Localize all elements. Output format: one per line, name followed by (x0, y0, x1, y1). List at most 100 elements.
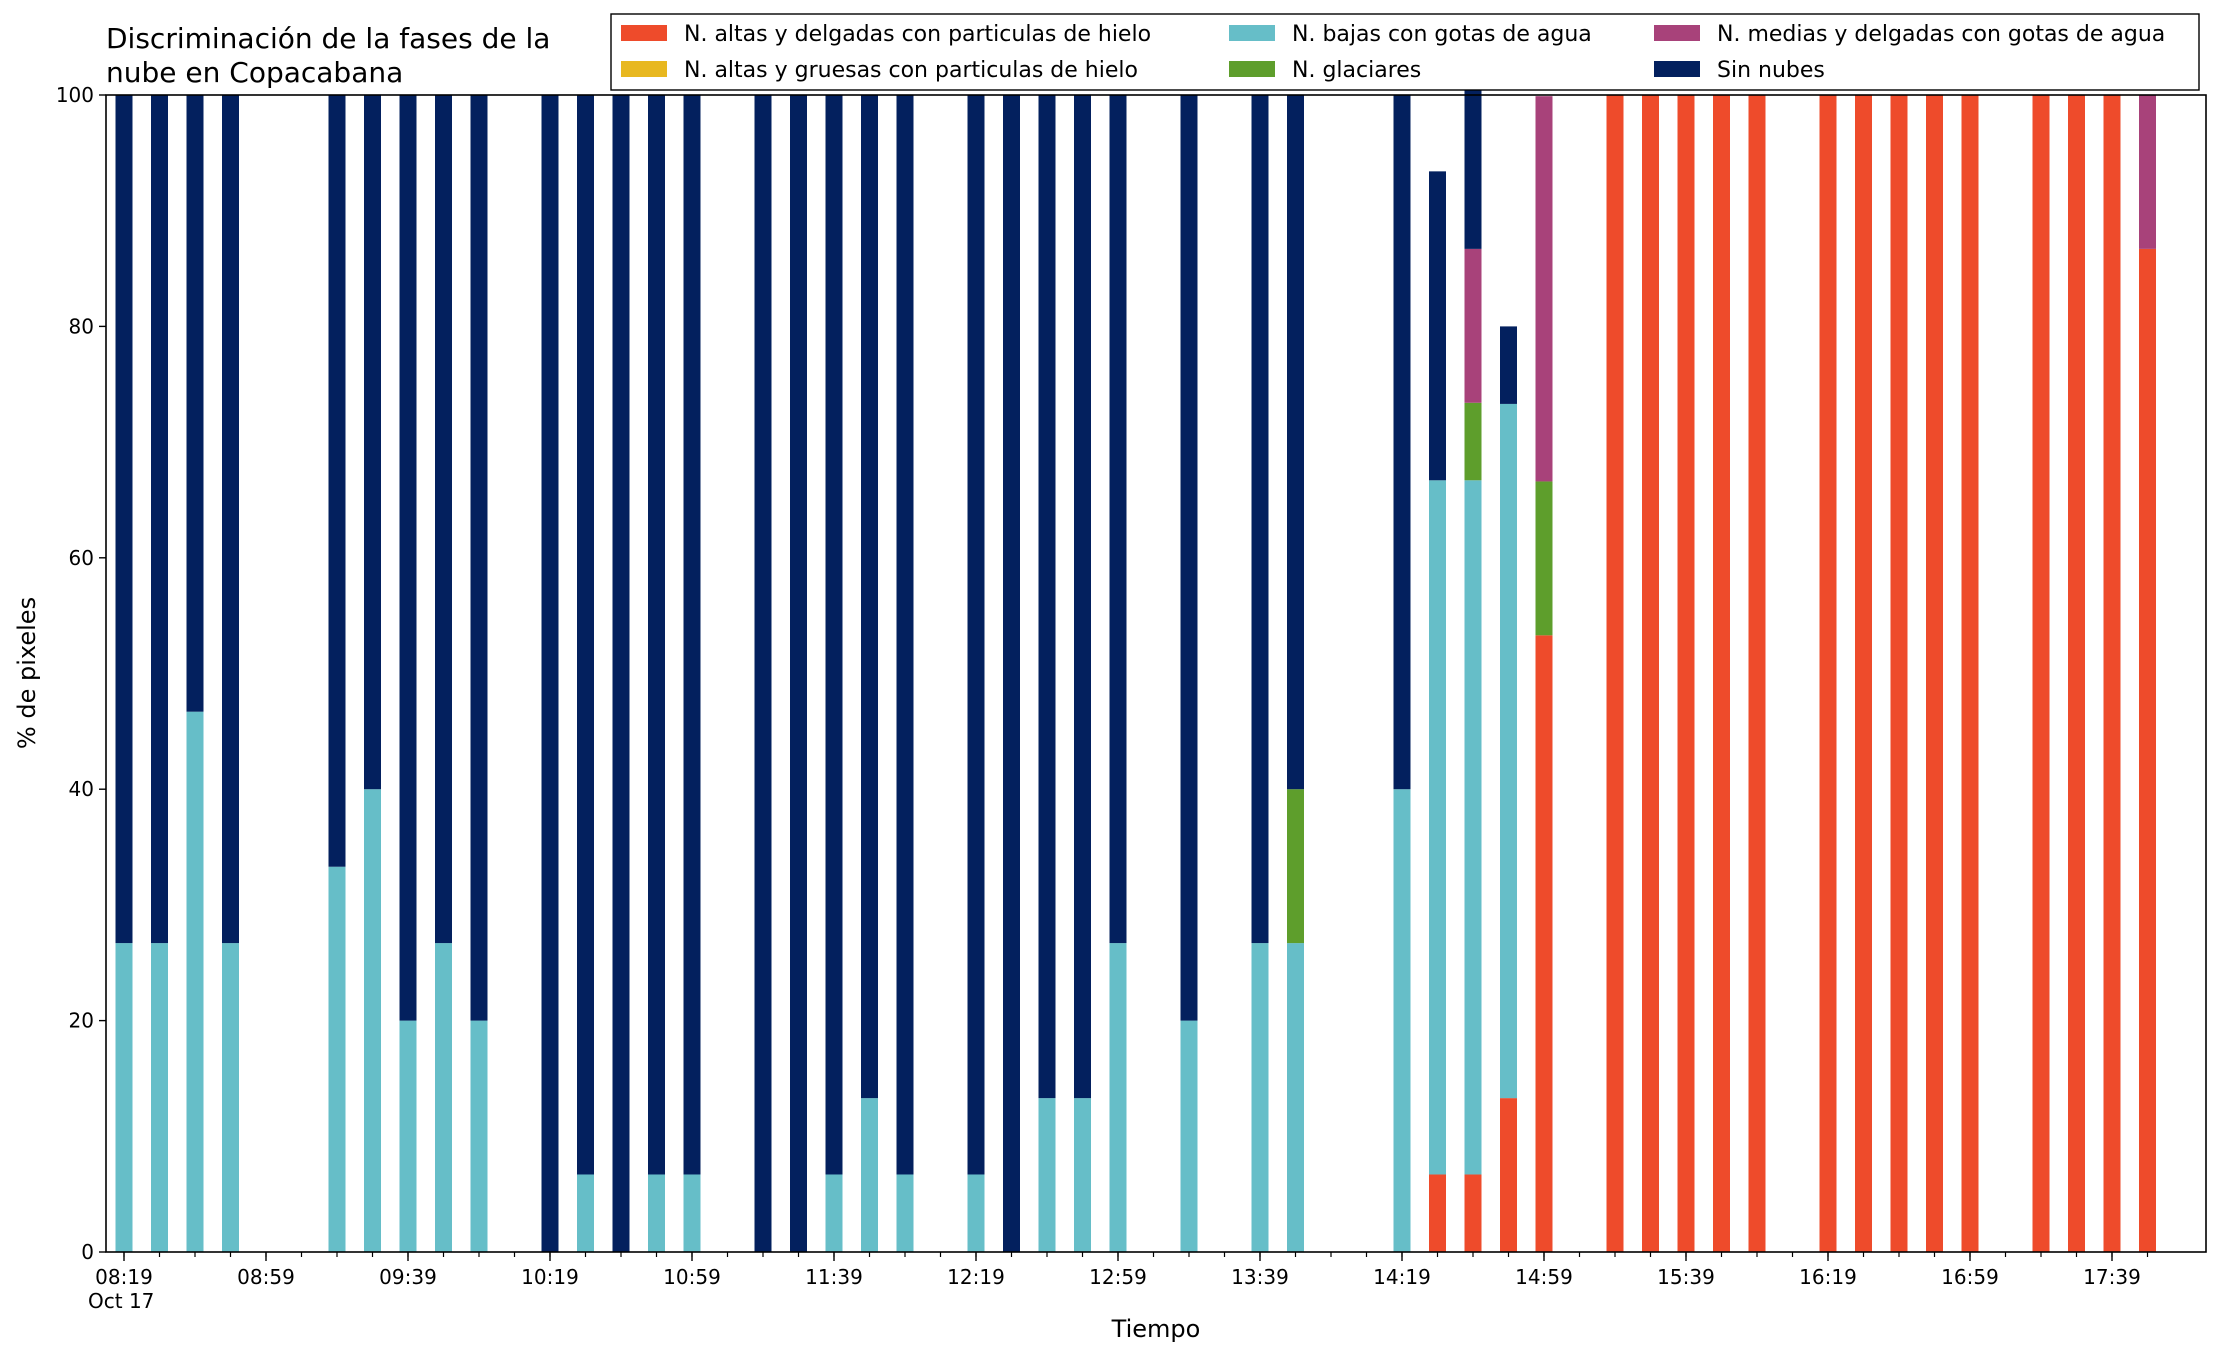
bar-segment-5 (1393, 95, 1411, 790)
y-tick-label: 80 (69, 314, 94, 338)
bar-segment-2 (435, 943, 452, 1252)
bar-segment-2 (364, 789, 381, 1252)
bar-segment-0 (2103, 95, 2121, 1252)
y-tick-label: 0 (81, 1240, 94, 1264)
bar-segment-0 (1464, 1174, 1482, 1252)
bar-segment-2 (1429, 480, 1446, 1175)
bar-segment-5 (967, 95, 985, 1175)
bar-segment-5 (470, 95, 488, 1021)
x-tick-label: 16:59 (1941, 1265, 1999, 1289)
bar-segment-2 (1074, 1098, 1091, 1252)
x-tick-label: 14:19 (1373, 1265, 1431, 1289)
x-tick-label: 10:59 (663, 1265, 721, 1289)
bar-segment-4 (2139, 95, 2156, 249)
bar-segment-0 (2139, 248, 2156, 1252)
legend-label-2: N. bajas con gotas de agua (1292, 22, 1592, 47)
bar-segment-3 (1287, 789, 1304, 944)
bar-segment-2 (399, 1020, 417, 1252)
x-tick-label: 08:19 (95, 1265, 153, 1289)
legend-swatch-1 (621, 61, 667, 77)
bar-segment-0 (1855, 95, 1872, 1252)
bar-segment-2 (1500, 403, 1517, 1099)
bar-segment-2 (577, 1174, 594, 1252)
bar-segment-5 (896, 95, 914, 1175)
bar-segment-5 (825, 95, 843, 1175)
bar-segment-2 (1251, 943, 1269, 1252)
legend-label-4: N. medias y delgadas con gotas de agua (1717, 22, 2165, 47)
bar-segment-5 (1109, 95, 1127, 944)
legend: N. altas y delgadas con particulas de hi… (610, 13, 2200, 91)
legend-label-0: N. altas y delgadas con particulas de hi… (684, 22, 1151, 47)
bar-segment-5 (577, 95, 594, 1175)
y-tick-label: 20 (69, 1009, 94, 1033)
bar-segment-5 (861, 95, 878, 1099)
bar-segment-2 (1038, 1098, 1056, 1252)
bar-segment-2 (1287, 943, 1304, 1252)
bar-segment-0 (1961, 95, 1979, 1252)
bar-segment-5 (399, 95, 417, 1021)
bars-layer (115, 17, 2156, 1252)
legend-swatch-3 (1229, 61, 1275, 77)
bar-segment-5 (648, 95, 665, 1175)
bar-segment-4 (1535, 96, 1553, 482)
legend-box (610, 13, 2200, 91)
bar-segment-5 (790, 95, 807, 1252)
bar-segment-2 (186, 711, 204, 1252)
x-tick-label: 09:39 (379, 1265, 437, 1289)
bar-segment-5 (1038, 95, 1056, 1099)
y-axis-label: % de pixeles (13, 597, 41, 749)
legend-swatch-4 (1654, 25, 1700, 41)
bar-segment-5 (151, 95, 168, 944)
bar-segment-2 (861, 1098, 878, 1252)
bar-segment-0 (2032, 95, 2050, 1252)
bar-segment-4 (1464, 248, 1482, 403)
x-tick-label: 12:19 (947, 1265, 1005, 1289)
bar-segment-5 (328, 95, 346, 867)
x-tick-label: 11:39 (805, 1265, 863, 1289)
x-tick-label: 08:59 (237, 1265, 295, 1289)
x-tick-label: 14:59 (1515, 1265, 1573, 1289)
legend-label-5: Sin nubes (1717, 58, 1825, 83)
x-axis-label: Tiempo (1111, 1315, 1201, 1343)
bar-segment-2 (1180, 1020, 1198, 1252)
bar-segment-2 (825, 1174, 843, 1252)
x-tick-sublabel: Oct 17 (88, 1289, 154, 1313)
bar-segment-5 (1429, 171, 1446, 481)
bar-segment-0 (1535, 635, 1553, 1252)
legend-swatch-5 (1654, 61, 1700, 77)
x-tick-label: 16:19 (1799, 1265, 1857, 1289)
bar-segment-0 (1926, 95, 1943, 1252)
bar-segment-5 (1287, 95, 1304, 790)
bar-segment-0 (1606, 95, 1624, 1252)
bar-segment-5 (186, 95, 204, 712)
bar-segment-5 (435, 95, 452, 944)
bar-segment-2 (115, 943, 133, 1252)
legend-swatch-2 (1229, 25, 1275, 41)
bar-segment-5 (1074, 95, 1091, 1099)
legend-swatch-0 (621, 25, 667, 41)
bar-segment-5 (683, 95, 701, 1175)
bar-segment-0 (1748, 95, 1766, 1252)
bar-segment-2 (328, 866, 346, 1252)
bar-segment-2 (683, 1174, 701, 1252)
bar-segment-2 (222, 943, 239, 1252)
x-tick-label: 12:59 (1089, 1265, 1147, 1289)
plot-frame (105, 94, 2207, 1253)
bar-segment-3 (1464, 402, 1482, 481)
bar-segment-3 (1535, 481, 1553, 636)
bar-segment-2 (151, 943, 168, 1252)
bar-segment-5 (1500, 326, 1517, 404)
y-tick-label: 60 (69, 546, 94, 570)
bar-segment-2 (648, 1174, 665, 1252)
y-tick-label: 100 (56, 83, 94, 107)
x-tick-label: 13:39 (1231, 1265, 1289, 1289)
bar-segment-0 (1819, 95, 1837, 1252)
bar-segment-0 (1642, 95, 1659, 1252)
bar-segment-5 (222, 95, 239, 944)
bar-segment-5 (115, 95, 133, 944)
bar-segment-5 (1003, 95, 1020, 1252)
bar-segment-0 (1429, 1174, 1446, 1252)
bar-segment-5 (754, 95, 772, 1252)
